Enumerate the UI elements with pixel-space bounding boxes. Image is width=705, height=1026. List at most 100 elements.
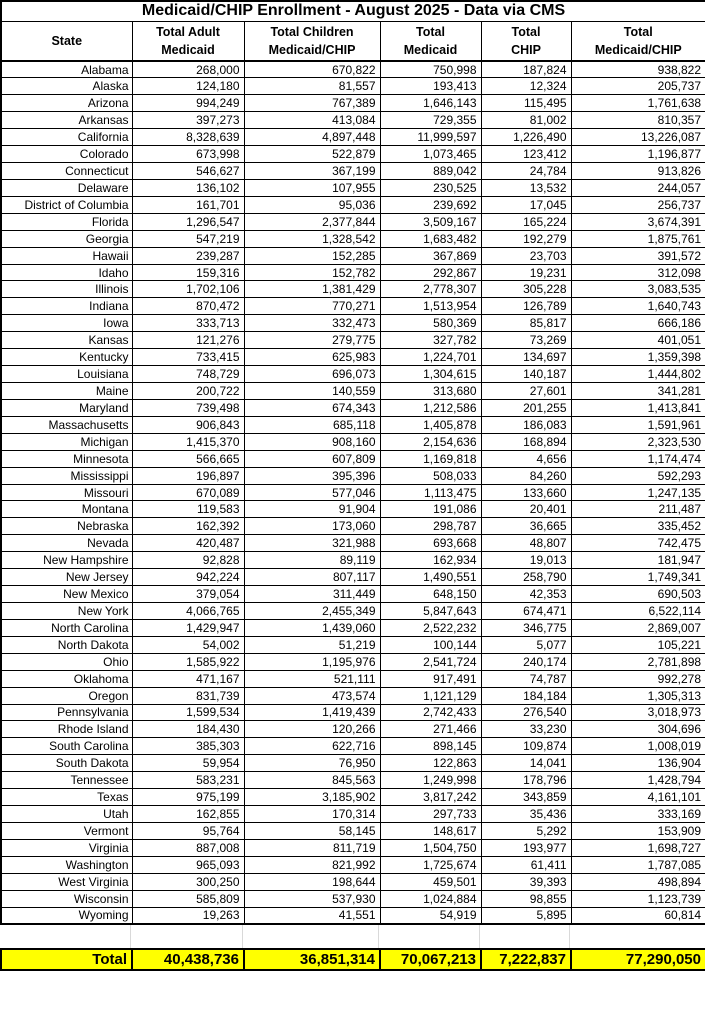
value-cell: 148,617 (379, 821, 482, 840)
value-cell: 1,444,802 (570, 365, 705, 384)
value-cell: 693,668 (379, 534, 482, 553)
state-cell: Wyoming (0, 906, 133, 925)
table-row: Ohio 1,585,922 1,195,976 2,541,724 240,174 2,… (0, 652, 705, 671)
value-cell: 1,787,085 (570, 855, 705, 874)
value-cell: 498,894 (570, 872, 705, 891)
table-row: Pennsylvania 1,599,534 1,419,439 2,742,433 2… (0, 703, 705, 722)
value-cell: 811,719 (243, 838, 381, 857)
state-cell: District of Columbia (0, 195, 133, 214)
value-cell: 685,118 (243, 415, 381, 434)
value-cell: 239,692 (379, 195, 482, 214)
state-cell: Maine (0, 382, 133, 400)
value-cell: 168,894 (480, 432, 572, 451)
value-cell: 1,359,398 (570, 348, 705, 367)
state-cell: Delaware (0, 178, 133, 197)
value-cell: 2,778,307 (379, 280, 482, 299)
value-cell: 666,186 (570, 314, 705, 333)
value-cell: 994,249 (131, 94, 245, 113)
state-cell: New York (0, 602, 133, 620)
value-cell: 33,230 (480, 720, 572, 739)
value-cell: 459,501 (379, 872, 482, 891)
value-cell: 60,814 (570, 906, 705, 925)
value-cell: 2,742,433 (379, 703, 482, 722)
value-cell: 140,559 (243, 382, 381, 400)
table-row: North Carolina 1,429,947 1,439,060 2,522,23… (0, 618, 705, 637)
table-row: Maine 200,722 140,559 313,680 27,601 341,281 (0, 382, 705, 400)
value-cell: 471,167 (131, 669, 245, 688)
value-cell: 1,008,019 (570, 737, 705, 756)
value-cell: 673,998 (131, 145, 245, 164)
state-cell: South Dakota (0, 754, 133, 773)
state-cell: Connecticut (0, 162, 133, 180)
value-cell: 162,855 (131, 805, 245, 823)
gap-gridline (479, 925, 480, 949)
table-row: New York 4,066,765 2,455,349 5,847,643 674,4… (0, 602, 705, 620)
table-row: Tennessee 583,231 845,563 1,249,998 178,796 1… (0, 771, 705, 790)
table-row: Wisconsin 585,809 537,930 1,024,884 98,855 1,… (0, 889, 705, 908)
value-cell: 670,822 (243, 60, 381, 79)
value-cell: 211,487 (570, 500, 705, 519)
state-cell: Michigan (0, 432, 133, 451)
value-cell: 91,904 (243, 500, 381, 519)
state-cell: Utah (0, 805, 133, 823)
state-cell: Arizona (0, 94, 133, 113)
total-value-cell: 36,851,314 (243, 948, 381, 972)
value-cell: 312,098 (570, 263, 705, 282)
value-cell: 13,226,087 (570, 128, 705, 147)
value-cell: 186,083 (480, 415, 572, 434)
value-cell: 239,287 (131, 246, 245, 265)
value-cell: 537,930 (243, 889, 381, 908)
table-row: Maryland 739,498 674,343 1,212,586 201,255 1,… (0, 398, 705, 417)
value-cell: 165,224 (480, 212, 572, 231)
value-cell: 173,060 (243, 517, 381, 536)
value-cell: 3,083,535 (570, 280, 705, 299)
table-row: Iowa 333,713 332,473 580,369 85,817 666,186 (0, 314, 705, 333)
value-cell: 810,357 (570, 111, 705, 130)
value-cell: 152,782 (243, 263, 381, 282)
value-cell: 625,983 (243, 348, 381, 367)
value-cell: 240,174 (480, 652, 572, 671)
value-cell: 159,316 (131, 263, 245, 282)
table-row: California 8,328,639 4,897,448 11,999,597 1,… (0, 128, 705, 147)
state-cell: North Dakota (0, 635, 133, 654)
state-cell: Montana (0, 500, 133, 519)
value-cell: 193,977 (480, 838, 572, 857)
value-cell: 670,089 (131, 483, 245, 502)
state-cell: New Hampshire (0, 551, 133, 570)
table-row: Oregon 831,739 473,574 1,121,129 184,184 1,30… (0, 686, 705, 705)
value-cell: 297,733 (379, 805, 482, 823)
table-row: Vermont 95,764 58,145 148,617 5,292 153,909 (0, 821, 705, 840)
value-cell: 268,000 (131, 60, 245, 79)
value-cell: 279,775 (243, 331, 381, 350)
value-cell: 1,702,106 (131, 280, 245, 299)
value-cell: 11,999,597 (379, 128, 482, 147)
header-row: State Total Adult Medicaid Total Children … (0, 20, 705, 62)
state-cell: Kansas (0, 331, 133, 350)
value-cell: 201,255 (480, 398, 572, 417)
value-cell: 4,066,765 (131, 602, 245, 620)
value-cell: 134,697 (480, 348, 572, 367)
value-cell: 54,919 (379, 906, 482, 925)
table-row: Illinois 1,702,106 1,381,429 2,778,307 305,2… (0, 280, 705, 299)
state-cell: North Carolina (0, 618, 133, 637)
table-row: Rhode Island 184,430 120,266 271,466 33,230 3… (0, 720, 705, 739)
value-cell: 58,145 (243, 821, 381, 840)
table-row: Texas 975,199 3,185,902 3,817,242 343,859 4,1… (0, 788, 705, 807)
table-row: Georgia 547,219 1,328,542 1,683,482 192,279 1… (0, 229, 705, 248)
table-row: Nebraska 162,392 173,060 298,787 36,665 335,4… (0, 517, 705, 536)
value-cell: 1,249,998 (379, 771, 482, 790)
value-cell: 192,279 (480, 229, 572, 248)
value-cell: 321,988 (243, 534, 381, 553)
value-cell: 8,328,639 (131, 128, 245, 147)
total-row: Total 40,438,736 36,851,314 70,067,213 7,222… (0, 948, 705, 972)
value-cell: 648,150 (379, 585, 482, 603)
value-cell: 48,807 (480, 534, 572, 553)
table-row: Arizona 994,249 767,389 1,646,143 115,495 1,7… (0, 94, 705, 113)
value-cell: 1,073,465 (379, 145, 482, 164)
state-cell: Georgia (0, 229, 133, 248)
value-cell: 674,343 (243, 398, 381, 417)
value-cell: 95,036 (243, 195, 381, 214)
value-cell: 5,895 (480, 906, 572, 925)
table-row: District of Columbia 161,701 95,036 239,692… (0, 195, 705, 214)
value-cell: 346,775 (480, 618, 572, 637)
